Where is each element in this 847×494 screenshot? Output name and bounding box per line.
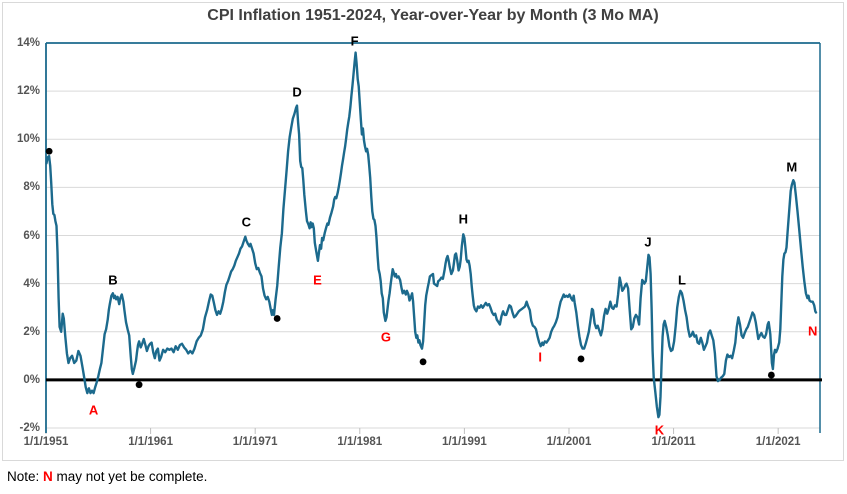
annotation-letter-F: F	[350, 33, 359, 49]
y-axis-tick-label: 8%	[23, 181, 40, 194]
trough-marker-dot	[45, 147, 53, 155]
y-axis-tick-label: -2%	[19, 422, 40, 434]
annotation-letter-L: L	[677, 272, 686, 288]
x-axis-tick-label: 1/1/1971	[232, 436, 278, 448]
annotation-letter-A: A	[88, 402, 99, 418]
annotation-letter-M: M	[786, 159, 798, 175]
y-axis-tick-label: 0%	[23, 373, 40, 386]
trough-marker-dot	[577, 355, 585, 363]
footnote-highlight-n: N	[43, 469, 53, 484]
x-axis-tick-label: 1/1/2011	[651, 436, 696, 448]
annotation-letter-K: K	[654, 422, 665, 438]
trough-marker-dot	[419, 358, 427, 366]
annotation-letter-N: N	[807, 323, 818, 339]
footnote-suffix: may not yet be complete.	[52, 469, 208, 484]
trough-marker-dot	[767, 371, 775, 379]
annotation-letter-I: I	[538, 349, 543, 365]
chart-title: CPI Inflation 1951-2024, Year-over-Year …	[207, 7, 659, 24]
y-axis-tick-label: 6%	[23, 229, 40, 242]
annotation-letter-E: E	[313, 272, 322, 288]
annotation-letter-B: B	[108, 272, 118, 288]
x-axis-tick-label: 1/1/1951	[23, 436, 69, 448]
y-axis-tick-label: 14%	[16, 37, 40, 49]
x-axis-tick-label: 1/1/1991	[441, 436, 487, 448]
y-axis-tick-label: 12%	[16, 85, 40, 98]
annotation-letter-H: H	[458, 211, 469, 227]
x-axis-tick-label: 1/1/2001	[546, 436, 592, 448]
annotation-letter-C: C	[241, 214, 251, 230]
x-axis-tick-label: 1/1/1981	[337, 436, 383, 448]
trough-marker-dot	[135, 381, 143, 389]
x-axis-tick-label: 1/1/1961	[128, 436, 173, 448]
footnote-prefix: Note:	[7, 469, 44, 484]
footnote: Note: N may not yet be complete.	[7, 469, 207, 484]
annotation-letter-J: J	[644, 234, 652, 250]
y-axis-tick-label: 2%	[23, 325, 40, 338]
y-axis-tick-label: 10%	[16, 133, 40, 146]
trough-marker-dot	[273, 315, 281, 322]
annotation-letter-G: G	[380, 329, 391, 345]
cpi-inflation-line	[45, 51, 818, 419]
annotation-letter-D: D	[292, 84, 302, 100]
x-axis-tick-label: 1/1/2021	[755, 436, 801, 448]
y-axis-tick-label: 4%	[23, 277, 40, 290]
